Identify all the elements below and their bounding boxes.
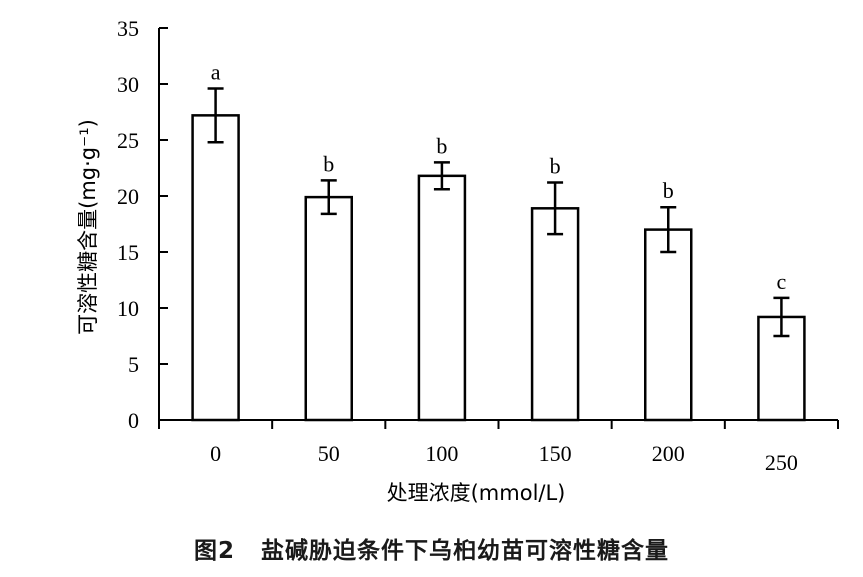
bar <box>530 207 580 422</box>
x-tick-label: 200 <box>652 441 685 466</box>
x-tick-label: 0 <box>210 441 221 466</box>
y-tick-label: 0 <box>128 408 139 433</box>
x-tick-label: 100 <box>425 441 458 466</box>
x-axis: 0 50 100 150 200 250 <box>158 419 839 475</box>
y-tick-label: 35 <box>117 16 139 41</box>
x-tick-label: 150 <box>539 441 572 466</box>
y-tick-label: 20 <box>117 184 139 209</box>
bar <box>304 195 353 422</box>
y-tick-label: 15 <box>117 240 139 265</box>
y-axis: 0 5 10 15 20 25 30 35 <box>117 16 168 433</box>
significance-label: b <box>436 133 447 158</box>
y-tick-label: 25 <box>117 128 139 153</box>
y-tick-label: 10 <box>117 296 139 321</box>
significance-label: b <box>550 154 561 179</box>
bar <box>191 114 240 422</box>
y-tick-label: 30 <box>117 72 139 97</box>
figure-number: 图2 <box>193 538 235 564</box>
significance-label: a <box>211 59 221 84</box>
significance-label: b <box>663 178 674 203</box>
y-tick-label: 5 <box>128 352 139 377</box>
significance-label: c <box>777 269 787 294</box>
x-tick-label: 50 <box>318 441 340 466</box>
chart: 0 5 10 15 20 25 30 35 0 50 100 150 200 250 a b b b b c 可溶… <box>76 16 839 505</box>
x-tick-label: 250 <box>765 450 798 475</box>
figure-caption: 图2 盐碱胁迫条件下乌桕幼苗可溶性糖含量 <box>0 531 863 565</box>
significance-label: b <box>323 151 334 176</box>
bar <box>417 174 467 422</box>
bar <box>644 228 693 422</box>
bars: a b b b b c <box>191 59 806 422</box>
figure-caption-text: 盐碱胁迫条件下乌桕幼苗可溶性糖含量 <box>261 538 669 564</box>
y-axis-title: 可溶性糖含量(mg·g⁻¹) <box>76 119 100 335</box>
x-axis-title: 处理浓度(mmol/L) <box>387 481 566 505</box>
